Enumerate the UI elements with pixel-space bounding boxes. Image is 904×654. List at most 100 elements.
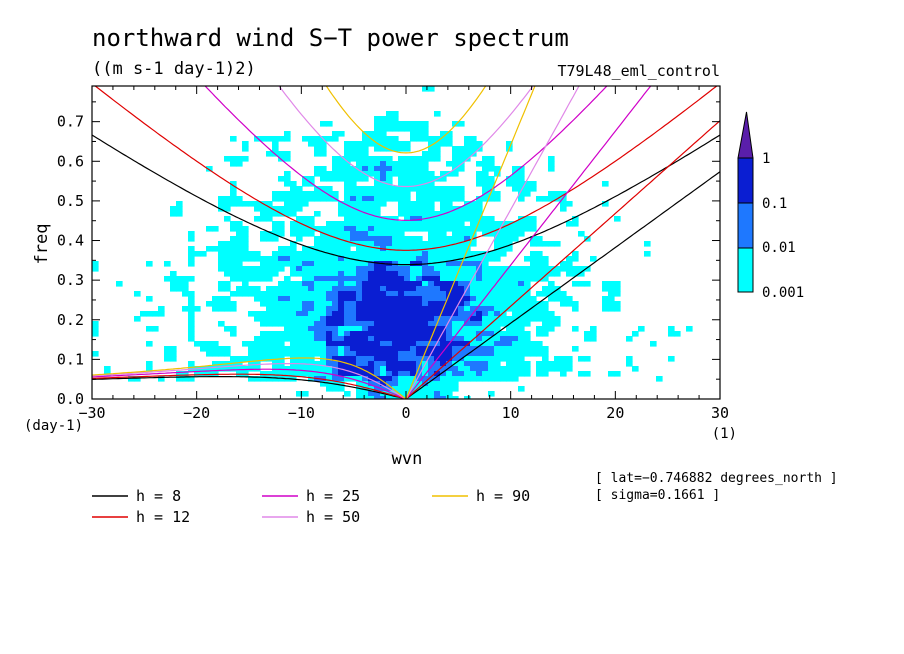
heatmap-cell — [476, 261, 483, 267]
heatmap-cell — [422, 286, 429, 292]
heatmap-cell — [308, 141, 315, 147]
heatmap-cell — [446, 386, 453, 392]
heatmap-cell — [470, 321, 477, 327]
heatmap-cell — [470, 301, 477, 307]
heatmap-cell — [428, 391, 435, 397]
heatmap-cell — [350, 186, 357, 192]
heatmap-cell — [386, 306, 393, 312]
heatmap-cell — [428, 316, 435, 322]
heatmap-cell — [428, 136, 435, 142]
heatmap-cell — [512, 286, 519, 292]
heatmap-cell — [320, 186, 327, 192]
heatmap-cell — [326, 221, 333, 227]
heatmap-cell — [446, 311, 453, 317]
heatmap-cell — [332, 176, 339, 182]
heatmap-cell — [392, 346, 399, 352]
heatmap-cell — [356, 171, 363, 177]
heatmap-cell — [572, 271, 579, 277]
heatmap-cell — [392, 116, 399, 122]
heatmap-cell — [380, 316, 387, 322]
heatmap-cell — [230, 236, 237, 242]
heatmap-cell — [452, 256, 459, 262]
heatmap-cell — [506, 181, 513, 187]
heatmap-cell — [440, 236, 447, 242]
heatmap-cell — [536, 276, 543, 282]
heatmap-cell — [92, 326, 99, 332]
heatmap-cell — [422, 351, 429, 357]
heatmap-cell — [398, 341, 405, 347]
heatmap-cell — [332, 276, 339, 282]
heatmap-cell — [398, 161, 405, 167]
heatmap-cell — [440, 136, 447, 142]
heatmap-cell — [440, 196, 447, 202]
heatmap-cell — [422, 276, 429, 282]
heatmap-cell — [146, 326, 153, 332]
heatmap-cell — [356, 256, 363, 262]
heatmap-cell — [236, 236, 243, 242]
heatmap-cell — [530, 306, 537, 312]
heatmap-cell — [392, 171, 399, 177]
heatmap-cell — [344, 291, 351, 297]
heatmap-cell — [314, 141, 321, 147]
heatmap-cell — [428, 276, 435, 282]
heatmap-cell — [374, 181, 381, 187]
heatmap-cell — [434, 336, 441, 342]
heatmap-cell — [374, 196, 381, 202]
heatmap-cell — [584, 331, 591, 337]
heatmap-cell — [260, 301, 267, 307]
heatmap-cell — [284, 281, 291, 287]
heatmap-cell — [290, 186, 297, 192]
heatmap-cell — [452, 221, 459, 227]
heatmap-cell — [326, 246, 333, 252]
heatmap-cell — [548, 286, 555, 292]
heatmap-cell — [500, 296, 507, 302]
heatmap-cell — [476, 171, 483, 177]
heatmap-cell — [242, 286, 249, 292]
heatmap-cell — [242, 281, 249, 287]
heatmap-cell — [338, 256, 345, 262]
heatmap-cell — [380, 191, 387, 197]
heatmap-cell — [392, 371, 399, 377]
x-axis-label: wvn — [392, 449, 423, 469]
heatmap-cell — [272, 306, 279, 312]
dispersion-curve-er-h90 — [92, 357, 407, 399]
heatmap-cell — [206, 371, 213, 377]
y-tick-label: 0.4 — [57, 232, 84, 250]
heatmap-cell — [338, 346, 345, 352]
heatmap-cell — [416, 361, 423, 367]
heatmap-cell — [530, 346, 537, 352]
heatmap-cell — [422, 156, 429, 162]
heatmap-cell — [488, 331, 495, 337]
heatmap-cell — [602, 296, 609, 302]
heatmap-cell — [464, 241, 471, 247]
heatmap-cell — [500, 351, 507, 357]
heatmap-cell — [380, 336, 387, 342]
heatmap-cell — [230, 246, 237, 252]
heatmap-cell — [446, 336, 453, 342]
heatmap-cell — [458, 306, 465, 312]
heatmap-cell — [398, 311, 405, 317]
heatmap-cell — [422, 211, 429, 217]
heatmap-cell — [464, 141, 471, 147]
colorbar-band — [737, 157, 754, 204]
heatmap-cell — [386, 291, 393, 297]
heatmap-cell — [380, 236, 387, 242]
heatmap-cell — [560, 361, 567, 367]
heatmap-cell — [344, 186, 351, 192]
heatmap-cell — [248, 376, 255, 382]
heatmap-cell — [422, 326, 429, 332]
heatmap-cell — [506, 371, 513, 377]
heatmap-cell — [410, 201, 417, 207]
heatmap-cell — [434, 231, 441, 237]
heatmap-cell — [476, 211, 483, 217]
heatmap-cell — [218, 301, 225, 307]
heatmap-cell — [542, 286, 549, 292]
heatmap-cell — [488, 161, 495, 167]
heatmap-cell — [476, 296, 483, 302]
heatmap-cell — [422, 356, 429, 362]
heatmap-cell — [404, 181, 411, 187]
heatmap-cell — [374, 306, 381, 312]
heatmap-cell — [506, 281, 513, 287]
heatmap-cell — [386, 236, 393, 242]
heatmap-cell — [344, 301, 351, 307]
